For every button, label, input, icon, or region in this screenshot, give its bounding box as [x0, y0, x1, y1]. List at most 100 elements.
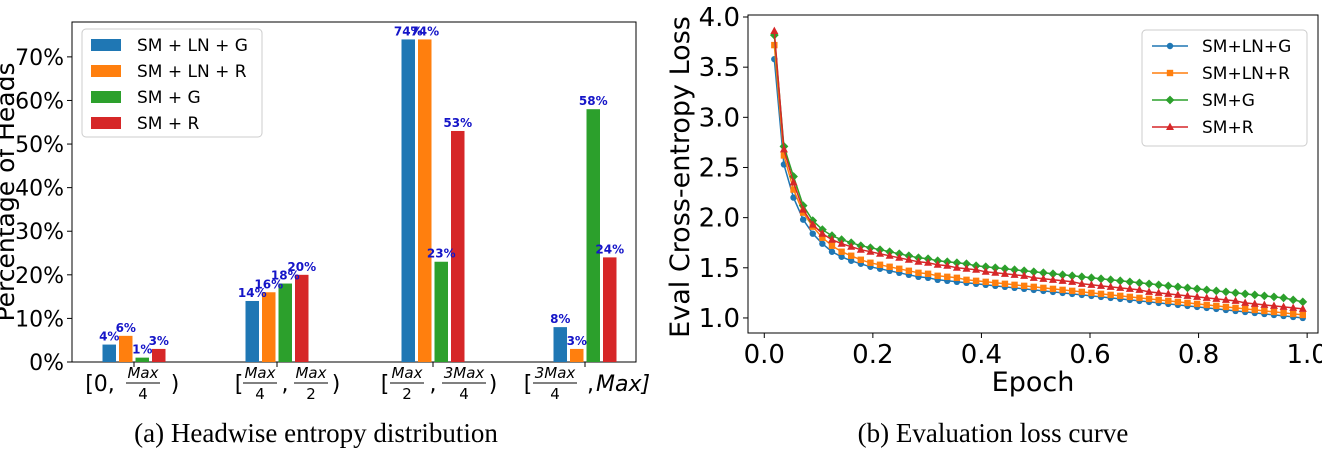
bar: [278, 283, 292, 362]
data-point: [1144, 279, 1154, 289]
data-point: [1202, 293, 1211, 301]
bar: [418, 39, 432, 362]
data-point: [1203, 301, 1210, 309]
line-chart-y-label: Eval Cross-entropy Loss: [665, 16, 696, 338]
data-point: [779, 145, 788, 153]
legend-label: SM+G: [1202, 91, 1255, 111]
data-point: [1048, 269, 1058, 279]
data-point: [1231, 296, 1240, 304]
series-sm-ln-r: [771, 41, 1306, 319]
bar: [152, 348, 166, 362]
y-tick-label: 30%: [15, 220, 64, 245]
data-point: [876, 249, 885, 257]
data-point: [1241, 298, 1250, 306]
legend-box: [81, 28, 263, 138]
bar: [245, 300, 259, 362]
data-point: [981, 262, 991, 272]
bin-close: ): [332, 372, 341, 397]
bin-lower-numerator: Max: [244, 364, 275, 382]
bar-data-label: 53%: [443, 116, 472, 130]
data-point: [905, 267, 913, 275]
data-point: [1135, 278, 1144, 288]
data-point: [1048, 275, 1057, 283]
data-point: [915, 269, 922, 277]
data-point: [1058, 270, 1067, 280]
data-point: [1270, 308, 1278, 316]
data-point: [1240, 289, 1250, 299]
data-point: [886, 263, 893, 270]
data-point: [1001, 280, 1009, 288]
data-point: [972, 265, 981, 273]
bar-data-label: 14%: [238, 286, 267, 300]
line-chart-x-axis: 0.0 0.2 0.4 0.6 0.8 1.0: [744, 333, 1322, 370]
data-point: [847, 242, 856, 250]
data-point: [1106, 275, 1116, 285]
data-point: [914, 257, 923, 265]
legend-label: SM + R: [137, 114, 200, 134]
data-point: [1058, 276, 1067, 284]
legend-marker: [1166, 69, 1174, 77]
bin-lower-denominator: 4: [255, 385, 265, 403]
data-point: [1145, 295, 1153, 303]
line-chart-series: [769, 26, 1308, 322]
data-point: [1269, 292, 1279, 302]
line-chart-x-label: Epoch: [992, 367, 1075, 398]
legend-marker: [1166, 122, 1174, 130]
data-point: [809, 230, 816, 237]
data-point: [1136, 294, 1143, 302]
y-tick-label: 50%: [15, 133, 64, 158]
entropy-bar-chart: 0% 10% 20% 30% 40% 50% 60% 70% 4% 14% 74% 8% 6% 16% 7…: [0, 21, 650, 448]
bar: [434, 261, 448, 362]
bar-chart-caption: (a) Headwise entropy distribution: [134, 418, 498, 448]
data-point: [1221, 295, 1230, 303]
data-point: [1184, 299, 1191, 307]
data-point: [1183, 283, 1192, 293]
data-point: [1030, 283, 1037, 291]
y-tick-label: 1.5: [699, 254, 740, 284]
data-point: [904, 255, 913, 263]
data-point: [1173, 282, 1183, 292]
data-point: [789, 172, 798, 181]
x-tick-label: 0.2: [852, 340, 893, 370]
data-point: [944, 273, 951, 281]
data-point: [799, 209, 807, 216]
legend-marker: [1165, 95, 1175, 105]
data-point: [1164, 289, 1173, 297]
data-point: [847, 252, 855, 259]
data-point: [1097, 290, 1105, 298]
legend-box: [1141, 29, 1308, 147]
line-chart-frame: [747, 14, 1319, 334]
data-point: [1087, 273, 1096, 283]
bin-comma: ,: [430, 372, 437, 397]
x-tick-label: 0.8: [1178, 340, 1219, 370]
data-point: [1068, 287, 1076, 295]
data-point: [1231, 288, 1240, 298]
data-point: [991, 268, 1000, 276]
data-point: [1269, 301, 1278, 309]
bar-data-label: 16%: [254, 277, 283, 291]
x-tick-label: 1.0: [1286, 340, 1322, 370]
data-point: [1250, 290, 1260, 300]
data-point: [1000, 269, 1009, 277]
data-point: [1059, 286, 1066, 294]
data-point: [1000, 264, 1010, 274]
y-tick-label: 60%: [15, 89, 64, 114]
y-tick-label: 40%: [15, 177, 64, 202]
data-point: [1154, 288, 1163, 296]
bar-data-label: 24%: [595, 242, 624, 256]
y-tick-label: 70%: [15, 46, 64, 71]
bin-upper-denominator: 2: [306, 385, 316, 403]
y-tick-label: 20%: [15, 264, 64, 289]
data-point: [953, 274, 961, 282]
data-point: [1174, 298, 1182, 306]
data-point: [1097, 281, 1106, 289]
data-point: [771, 41, 778, 49]
data-point: [924, 270, 932, 278]
data-point: [1279, 302, 1288, 310]
bin-upper-denominator: 4: [138, 385, 148, 403]
bar-data-label: 23%: [427, 247, 456, 261]
data-point: [982, 278, 989, 286]
data-point: [1163, 281, 1173, 291]
